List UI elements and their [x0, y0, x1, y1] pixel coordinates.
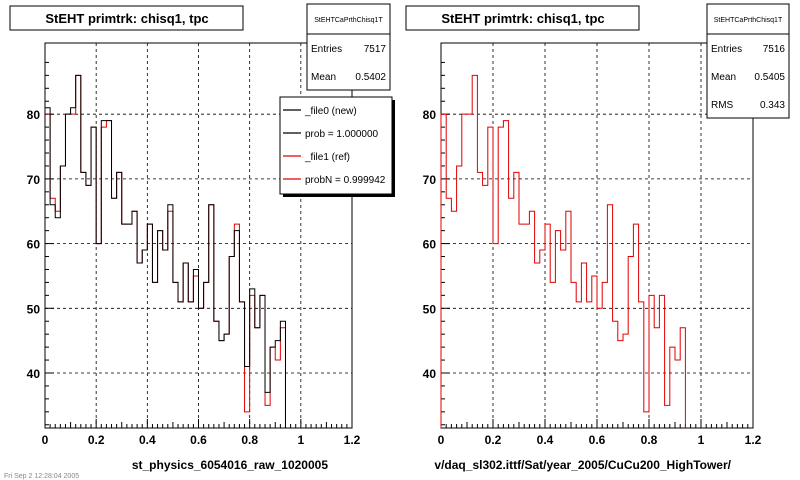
x-axis-label: v/daq_sl302.ittf/Sat/year_2005/CuCu200_H…	[434, 458, 731, 472]
x-tick-label: 1	[698, 433, 705, 447]
stats-box: StEHTCaPrthChisq1T Entries 7517 Mean 0.5402	[306, 3, 391, 91]
stats-value: 7517	[364, 44, 387, 55]
y-tick-label: 60	[423, 238, 437, 252]
x-tick-label: 0.8	[641, 433, 658, 447]
y-tick-label: 80	[27, 108, 41, 122]
stats-value: 0.343	[760, 100, 785, 111]
x-tick-label: 0.2	[88, 433, 105, 447]
x-tick-label: 0.6	[190, 433, 207, 447]
legend: _file0 (new) prob = 1.000000 _file1 (ref) p…	[279, 96, 395, 197]
x-tick-label: 0	[42, 433, 49, 447]
x-tick-label: 1.2	[745, 433, 762, 447]
stats-label: Entries	[711, 44, 742, 55]
y-tick-label: 40	[27, 367, 41, 381]
x-tick-label: 0.4	[537, 433, 554, 447]
x-tick-label: 0.8	[241, 433, 258, 447]
stats-label: RMS	[711, 100, 734, 111]
chart-title: StEHT primtrk: chisq1, tpc	[441, 11, 604, 26]
x-tick-label: 0.4	[139, 433, 156, 447]
legend-label: _file0 (new)	[304, 106, 357, 117]
footer-stamp: Fri Sep 2 12:28:04 2005	[4, 473, 79, 480]
y-tick-label: 70	[423, 173, 437, 187]
y-tick-label: 60	[27, 238, 41, 252]
x-axis-label: st_physics_6054016_raw_1020005	[132, 458, 328, 472]
stats-label: Entries	[311, 44, 342, 55]
y-tick-label: 50	[27, 302, 41, 316]
y-tick-label: 50	[423, 302, 437, 316]
y-tick-label: 40	[423, 367, 437, 381]
stats-title: StEHTCaPrthChisq1T	[714, 17, 783, 24]
x-tick-label: 0.2	[485, 433, 502, 447]
x-tick-label: 1.2	[344, 433, 361, 447]
title-box	[405, 5, 640, 31]
legend-label: _file1 (ref)	[304, 152, 350, 163]
stats-title: StEHTCaPrthChisq1T	[314, 17, 383, 24]
x-tick-label: 1	[297, 433, 304, 447]
stats-label: Mean	[311, 72, 336, 83]
histogram-series-ref	[440, 74, 686, 428]
chart-title: StEHT primtrk: chisq1, tpc	[45, 11, 208, 26]
stats-box: StEHTCaPrthChisq1T Entries 7516 Mean 0.5405 R…	[706, 3, 790, 119]
y-tick-label: 80	[423, 108, 437, 122]
grid	[441, 43, 753, 428]
panel-1: 0 0.2 0.4 0.6 0.8 1 1.2 40 50 60 70 80 st_physics_60…	[9, 3, 395, 472]
legend-label: probN = 0.999942	[305, 175, 386, 186]
x-tick-label: 0	[438, 433, 445, 447]
histogram-series-file0-new	[44, 74, 286, 428]
stats-value: 7516	[763, 44, 786, 55]
stats-value: 0.5405	[754, 72, 785, 83]
stats-label: Mean	[711, 72, 736, 83]
stats-value: 0.5402	[355, 72, 386, 83]
title-box	[9, 5, 244, 31]
x-tick-label: 0.6	[589, 433, 606, 447]
panel-2: 0 0.2 0.4 0.6 0.8 1 1.2 40 50 60 70 80 v/daq_sl302.i…	[405, 3, 790, 472]
legend-label: prob = 1.000000	[305, 129, 379, 140]
y-tick-label: 70	[27, 173, 41, 187]
